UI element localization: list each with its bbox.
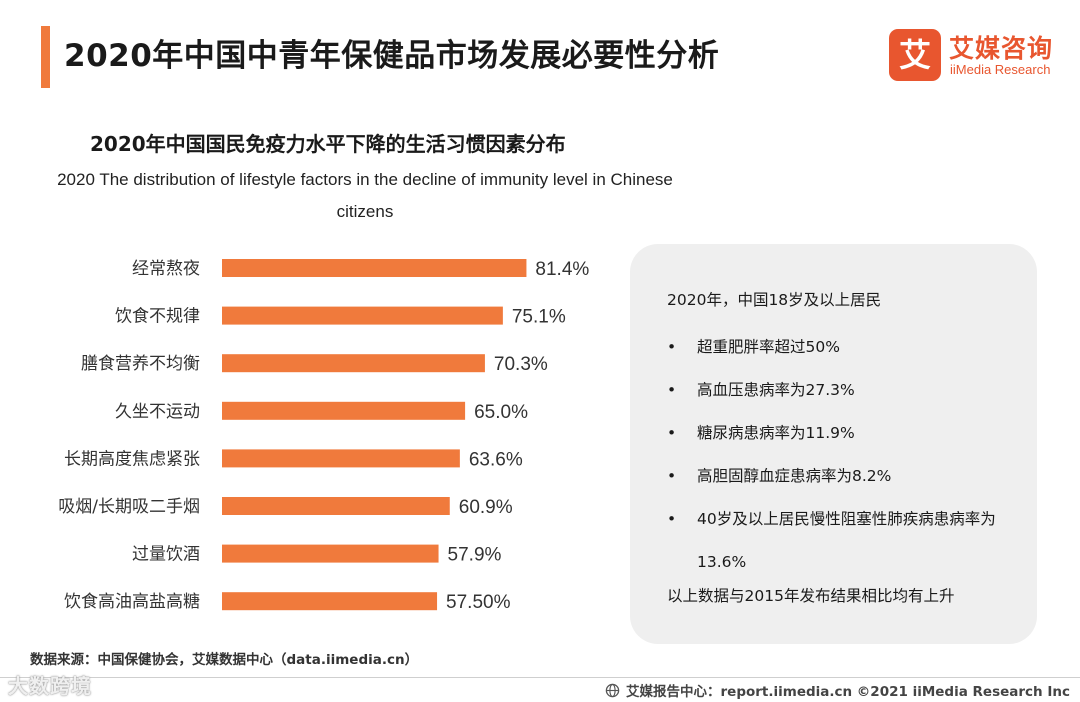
- data-source: 数据来源：中国保健协会，艾媒数据中心（data.iimedia.cn）: [30, 652, 419, 668]
- watermark-text: 大数跨境: [8, 674, 92, 698]
- bullet-icon: •: [667, 424, 677, 442]
- panel-intro: 2020年，中国18岁及以上居民: [667, 291, 882, 309]
- bar: [222, 259, 527, 277]
- footer-divider: [0, 677, 1080, 678]
- list-item-text: 高胆固醇血症患病率为8.2%: [697, 467, 892, 485]
- chart-subtitle: 2020 The distribution of lifestyle facto…: [57, 170, 673, 221]
- footer-report-text: 艾媒报告中心：report.iimedia.cn ©2021 iiMedia R…: [626, 684, 1070, 700]
- category-label: 饮食高油高盐高糖: [64, 592, 200, 612]
- stats-panel: 2020年，中国18岁及以上居民 • 超重肥胖率超过50% • 高血压患病率为27.…: [630, 244, 1037, 644]
- category-label: 膳食营养不均衡: [81, 354, 200, 374]
- bar: [222, 306, 503, 325]
- bar: [222, 449, 460, 468]
- list-item: • 糖尿病患病率为11.9%: [667, 412, 1022, 455]
- list-item-text: 超重肥胖率超过50%: [697, 338, 840, 356]
- data-label: 60.9%: [459, 497, 513, 518]
- data-label: 70.3%: [494, 354, 548, 375]
- list-item: • 40岁及以上居民慢性阻塞性肺疾病患病率为13.6%: [667, 498, 1022, 584]
- brand-logo[interactable]: 艾 艾媒咨询 iiMedia Research: [889, 29, 1064, 83]
- category-label: 经常熬夜: [132, 258, 200, 279]
- category-label: 过量饮酒: [132, 545, 200, 565]
- bullet-icon: •: [667, 381, 677, 399]
- category-label: 久坐不运动: [115, 402, 200, 422]
- data-label: 81.4%: [535, 259, 589, 280]
- data-label: 57.50%: [446, 592, 511, 613]
- data-label: 75.1%: [512, 307, 566, 328]
- logo-mark-icon: 艾: [889, 29, 941, 81]
- globe-icon: [605, 683, 620, 697]
- bar: [222, 354, 485, 373]
- logo-mark-glyph: 艾: [899, 36, 931, 74]
- footer-report[interactable]: 艾媒报告中心：report.iimedia.cn ©2021 iiMedia R…: [605, 680, 1070, 700]
- list-item-text: 糖尿病患病率为11.9%: [697, 424, 855, 442]
- list-item-text: 高血压患病率为27.3%: [697, 381, 855, 399]
- data-label: 57.9%: [448, 545, 502, 566]
- logo-text-en: iiMedia Research: [950, 62, 1051, 77]
- data-label: 65.0%: [474, 402, 528, 423]
- page-title: 2020年中国中青年保健品市场发展必要性分析: [64, 38, 720, 74]
- list-item: • 高胆固醇血症患病率为8.2%: [667, 455, 1022, 498]
- bar: [222, 544, 439, 563]
- list-item: • 高血压患病率为27.3%: [667, 369, 1022, 412]
- bullet-icon: •: [667, 338, 677, 356]
- list-item-text: 40岁及以上居民慢性阻塞性肺疾病患病率为13.6%: [697, 510, 996, 571]
- bullet-icon: •: [667, 467, 677, 485]
- bullet-icon: •: [667, 510, 677, 528]
- panel-list: • 超重肥胖率超过50% • 高血压患病率为27.3% • 糖尿病患病率为11.9% …: [667, 326, 1022, 584]
- chart-title: 2020年中国国民免疫力水平下降的生活习惯因素分布: [90, 132, 566, 156]
- panel-note: 以上数据与2015年发布结果相比均有上升: [667, 587, 955, 605]
- bar: [222, 592, 438, 611]
- data-label: 63.6%: [469, 449, 523, 470]
- category-label: 长期高度焦虑紧张: [64, 449, 200, 469]
- bar: [222, 401, 466, 420]
- list-item: • 超重肥胖率超过50%: [667, 326, 1022, 369]
- bar: [222, 497, 450, 515]
- logo-text-cn: 艾媒咨询: [949, 34, 1054, 63]
- category-label: 吸烟/长期吸二手烟: [58, 497, 200, 517]
- category-label: 饮食不规律: [115, 307, 200, 327]
- title-accent-bar: [41, 26, 50, 88]
- bar-chart: 经常熬夜 81.4% 饮食不规律 75.1% 膳食营养不均衡 70.3% 久坐不运动 65.0…: [58, 258, 589, 613]
